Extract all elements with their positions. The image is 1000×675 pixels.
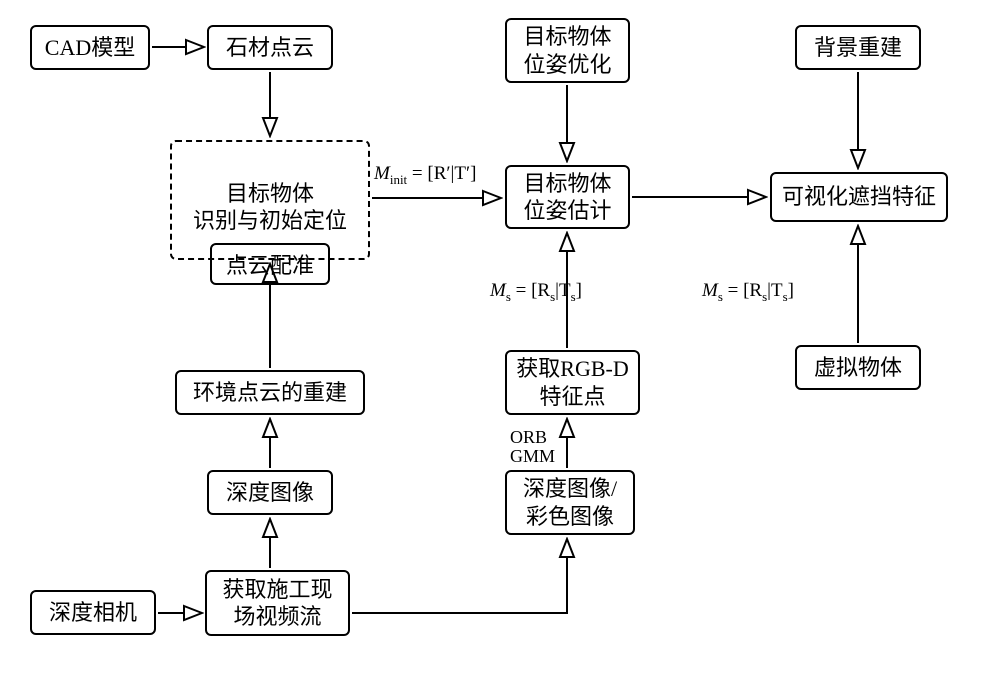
box-depth-image: 深度图像 [207,470,333,515]
box-pose-estimation: 目标物体 位姿估计 [505,165,630,229]
label: CAD模型 [45,34,135,62]
edge-label-m-init: Minit = [R′|T′] [374,163,476,188]
label: 深度相机 [49,599,137,627]
arrow-video-to-dc [352,539,567,613]
box-depth-camera: 深度相机 [30,590,156,635]
label: 获取RGB-D 特征点 [516,355,628,410]
label: 环境点云的重建 [193,379,347,407]
box-env-point-cloud: 环境点云的重建 [175,370,365,415]
box-pose-optimization: 目标物体 位姿优化 [505,18,630,83]
box-video-stream: 获取施工现 场视频流 [205,570,350,636]
label: 目标物体 位姿优化 [523,23,611,78]
label: 深度图像/ 彩色图像 [523,475,617,530]
edge-label-ms-2: Ms = [Rs|Ts] [702,280,794,305]
edge-label-ms-1: Ms = [Rs|Ts] [490,280,582,305]
label: 背景重建 [814,34,902,62]
label: 目标物体 位姿估计 [523,170,611,225]
box-point-cloud-registration: 点云配准 [210,243,330,285]
label: 可视化遮挡特征 [782,183,936,211]
arrows-layer [0,0,1000,675]
box-recognition-dashed: 目标物体 识别与初始定位 点云配准 [170,140,370,260]
box-cad: CAD模型 [30,25,150,70]
label: 获取施工现 场视频流 [222,576,332,631]
box-visualize-occlusion: 可视化遮挡特征 [770,172,948,222]
label: 虚拟物体 [814,354,902,382]
box-virtual-object: 虚拟物体 [795,345,921,390]
diagram-canvas: CAD模型 石材点云 目标物体 位姿优化 背景重建 目标物体 识别与初始定位 点… [0,0,1000,675]
box-stone-point-cloud: 石材点云 [207,25,333,70]
box-bg-reconstruction: 背景重建 [795,25,921,70]
box-depth-color-image: 深度图像/ 彩色图像 [505,470,635,535]
recognition-title: 目标物体 识别与初始定位 [184,152,356,235]
label: 深度图像 [226,479,314,507]
edge-label-orb-gmm: ORB GMM [510,428,555,466]
label: 石材点云 [226,34,314,62]
box-rgbd-features: 获取RGB-D 特征点 [505,350,640,415]
